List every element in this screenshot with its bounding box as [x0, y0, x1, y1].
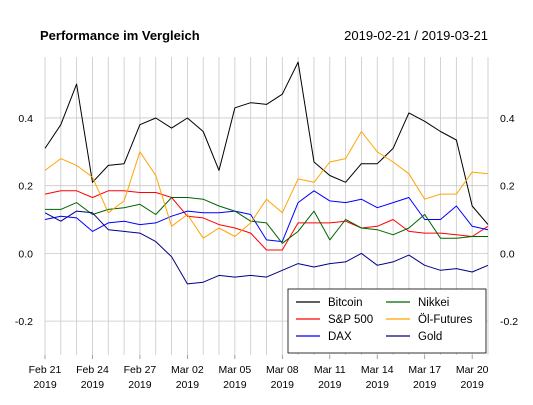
x-tick-label-date: Mar 20	[456, 364, 489, 376]
y-tick-label-right: 0.2	[500, 181, 515, 193]
x-tick-label-year: 2019	[33, 379, 57, 391]
date-range-label: 2019-02-21 / 2019-03-21	[344, 28, 488, 43]
y-tick-label-left: 0.0	[18, 248, 33, 260]
x-tick-label-year: 2019	[366, 379, 390, 391]
legend-label-nikkei: Nikkei	[418, 297, 449, 309]
x-tick-label-year: 2019	[460, 379, 484, 391]
x-tick-label: Mar 08 2019	[266, 364, 299, 391]
legend-label-bitcoin: Bitcoin	[328, 297, 363, 309]
y-tick-label-left: 0.2	[18, 181, 33, 193]
legend-label-s-p-500: S&P 500	[328, 314, 373, 326]
series-line-gold	[44, 210, 489, 285]
x-tick-label-date: Feb 27	[124, 364, 157, 376]
x-tick-label-date: Mar 14	[361, 364, 394, 376]
x-tick-label: Mar 11 2019	[314, 364, 346, 391]
y-axis-right: -0.2 0.0 0.2 0.4	[500, 113, 518, 328]
legend-label-dax: DAX	[328, 331, 352, 343]
x-tick-label: Feb 21 2019	[29, 364, 62, 391]
x-tick-label-date: Mar 08	[266, 364, 299, 376]
legend-box	[287, 288, 487, 354]
series-line-s-p-500	[44, 190, 489, 251]
series-lines	[44, 61, 489, 285]
x-tick-label-date: Mar 11	[314, 364, 346, 376]
x-tick-label-year: 2019	[176, 379, 200, 391]
x-tick-label-year: 2019	[223, 379, 247, 391]
legend-label-l-futures: Öl-Futures	[418, 314, 473, 326]
x-tick-label-year: 2019	[413, 379, 437, 391]
legend: Bitcoin Nikkei S&P 500 Öl-Futures DAX Gold	[287, 288, 487, 354]
y-tick-label-left: 0.4	[18, 113, 33, 125]
x-tick-label-year: 2019	[81, 379, 105, 391]
series-line-l-futures	[44, 131, 489, 239]
x-tick-label: Mar 05 2019	[219, 364, 252, 391]
x-tick-label-date: Feb 24	[76, 364, 109, 376]
x-axis: Feb 21 2019 Feb 24 2019 Feb 27 2019 Mar 02 2019…	[29, 355, 489, 391]
y-axis-left: -0.2 0.0 0.2 0.4	[15, 113, 33, 328]
x-tick-label-date: Mar 05	[219, 364, 252, 376]
x-tick-label-year: 2019	[128, 379, 152, 391]
series-line-bitcoin	[44, 61, 489, 225]
y-tick-label-right: 0.0	[500, 248, 515, 260]
x-tick-label-date: Feb 21	[29, 364, 62, 376]
y-tick-label-left: -0.2	[15, 316, 33, 328]
x-tick-label-date: Mar 02	[171, 364, 204, 376]
x-tick-label: Feb 27 2019	[124, 364, 157, 391]
y-tick-label-right: 0.4	[500, 113, 515, 125]
series-line-dax	[44, 190, 489, 243]
x-tick-label: Mar 02 2019	[171, 364, 204, 391]
x-tick-label: Mar 14 2019	[361, 364, 394, 391]
x-tick-label-year: 2019	[318, 379, 342, 391]
x-tick-label-year: 2019	[271, 379, 295, 391]
legend-label-gold: Gold	[418, 331, 442, 343]
series-line-nikkei	[45, 197, 488, 244]
x-tick-label: Mar 17 2019	[408, 364, 441, 391]
x-tick-label-date: Mar 17	[408, 364, 441, 376]
y-tick-label-right: -0.2	[500, 316, 518, 328]
chart-title: Performance im Vergleich	[40, 28, 200, 43]
x-tick-label: Mar 20 2019	[456, 364, 489, 391]
x-tick-label: Feb 24 2019	[76, 364, 109, 391]
